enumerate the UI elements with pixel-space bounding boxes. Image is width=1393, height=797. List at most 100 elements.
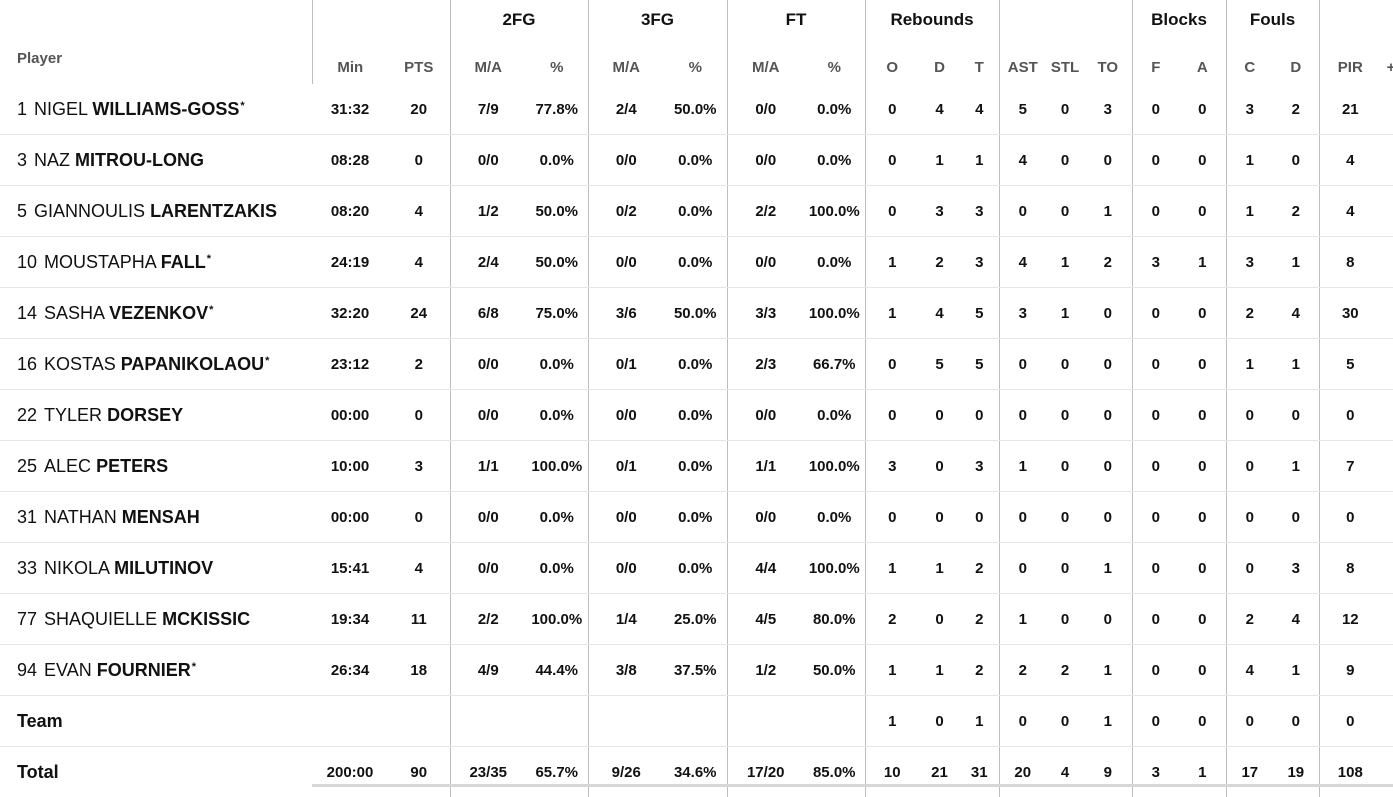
stat-ft-ma: 2/3	[727, 339, 804, 390]
player-number: 3	[17, 150, 27, 170]
stat-stl: 0	[1046, 441, 1084, 492]
column-header-blk-f[interactable]: F	[1132, 34, 1179, 84]
column-header-stl[interactable]: STL	[1046, 34, 1084, 84]
player-last-name[interactable]: FOURNIER	[97, 660, 191, 680]
column-header-3fg-pct[interactable]: %	[664, 34, 727, 84]
stat-min: 15:41	[312, 543, 388, 594]
column-header-pts[interactable]: PTS	[388, 34, 450, 84]
stat-reb-t: 1	[960, 135, 999, 186]
column-header-blk-a[interactable]: A	[1179, 34, 1226, 84]
stat-fg2-pct: 100.0%	[526, 594, 588, 645]
player-last-name[interactable]: DORSEY	[107, 405, 183, 425]
player-last-name[interactable]: PAPANIKOLAOU	[121, 354, 264, 374]
column-header-foul-c[interactable]: C	[1226, 34, 1273, 84]
stat-ft-pct	[804, 696, 865, 747]
stat-pts: 3	[388, 441, 450, 492]
player-last-name[interactable]: MCKISSIC	[162, 609, 250, 629]
column-header-foul-d[interactable]: D	[1273, 34, 1319, 84]
player-last-name[interactable]: LARENTZAKIS	[150, 201, 277, 221]
group-header-3fg: 3FG	[588, 0, 727, 34]
stat-fg3-ma: 0/0	[588, 543, 664, 594]
column-header-ft-ma[interactable]: M/A	[727, 34, 804, 84]
column-header-reb-d[interactable]: D	[919, 34, 960, 84]
stat-ft-pct: 100.0%	[804, 186, 865, 237]
stat-reb-t: 2	[960, 645, 999, 696]
stat-pir: 12	[1319, 594, 1381, 645]
stat-foul-c: 1	[1226, 186, 1273, 237]
player-last-name[interactable]: MILUTINOV	[114, 558, 213, 578]
stat-ast: 4	[999, 135, 1046, 186]
player-last-name[interactable]: WILLIAMS-GOSS	[92, 99, 239, 119]
stat-plus-minus	[1381, 135, 1393, 186]
column-header-3fg-ma[interactable]: M/A	[588, 34, 664, 84]
stat-fg2-pct	[526, 696, 588, 747]
stat-ast: 0	[999, 186, 1046, 237]
column-header-2fg-pct[interactable]: %	[526, 34, 588, 84]
player-last-name[interactable]: FALL	[161, 252, 206, 272]
column-header-plus-minus[interactable]: +/	[1381, 34, 1393, 84]
stat-pir: 108	[1319, 747, 1381, 797]
column-header-reb-t[interactable]: T	[960, 34, 999, 84]
player-last-name[interactable]: VEZENKOV	[109, 303, 208, 323]
stat-reb-t: 0	[960, 492, 999, 543]
player-first-name: SHAQUIELLE	[44, 609, 157, 629]
column-header-ft-pct[interactable]: %	[804, 34, 865, 84]
column-header-min[interactable]: Min	[312, 34, 388, 84]
column-header-2fg-ma[interactable]: M/A	[450, 34, 526, 84]
column-header-player[interactable]: Player	[0, 34, 312, 84]
stat-ast: 0	[999, 543, 1046, 594]
stat-ft-pct: 0.0%	[804, 135, 865, 186]
stat-plus-minus	[1381, 186, 1393, 237]
stat-foul-c: 0	[1226, 492, 1273, 543]
column-header-row: Player Min PTS M/A % M/A % M/A % O D T A…	[0, 34, 1393, 84]
stat-pir: 8	[1319, 543, 1381, 594]
stat-fg3-pct: 34.6%	[664, 747, 727, 797]
stat-pir: 5	[1319, 339, 1381, 390]
player-last-name[interactable]: MENSAH	[122, 507, 200, 527]
stat-stl: 1	[1046, 288, 1084, 339]
stat-reb-t: 1	[960, 696, 999, 747]
stat-blk-f: 0	[1132, 390, 1179, 441]
column-header-reb-o[interactable]: O	[865, 34, 919, 84]
stat-fg3-ma	[588, 696, 664, 747]
stat-fg3-ma: 3/6	[588, 288, 664, 339]
stat-pir: 21	[1319, 84, 1381, 135]
stat-ft-ma: 1/1	[727, 441, 804, 492]
column-header-pir[interactable]: PIR	[1319, 34, 1381, 84]
column-header-to[interactable]: TO	[1084, 34, 1132, 84]
player-last-name[interactable]: PETERS	[96, 456, 168, 476]
column-header-ast[interactable]: AST	[999, 34, 1046, 84]
player-last-name[interactable]: MITROU-LONG	[75, 150, 204, 170]
group-header-blocks: Blocks	[1132, 0, 1226, 34]
stat-fg3-pct: 0.0%	[664, 135, 727, 186]
stat-pir: 0	[1319, 492, 1381, 543]
